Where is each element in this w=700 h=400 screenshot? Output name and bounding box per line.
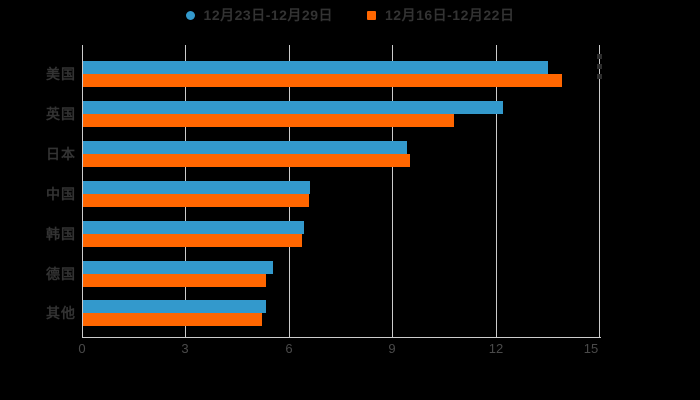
- x-axis-tick: [496, 332, 497, 337]
- legend-item-week2[interactable]: 12月23日-12月29日: [185, 5, 333, 25]
- bar-英国-s1[interactable]: [83, 113, 454, 127]
- bar-美国-s0[interactable]: [83, 61, 549, 74]
- gridline-dash-mark: [597, 74, 602, 79]
- bar-德国-s1[interactable]: [83, 273, 266, 287]
- bar-中国-s0[interactable]: [83, 180, 311, 194]
- bar-日本-s0[interactable]: [83, 140, 407, 154]
- bar-韩国-s1[interactable]: [83, 233, 302, 247]
- legend-label: 12月16日-12月22日: [385, 7, 515, 23]
- x-tick-label: 6: [285, 341, 293, 356]
- legend-item-week1[interactable]: 12月16日-12月22日: [367, 5, 514, 25]
- x-tick-label: 9: [388, 341, 396, 356]
- x-axis-tick: [392, 332, 393, 337]
- gridline-x-9: [392, 45, 393, 337]
- x-axis-line: [82, 337, 601, 338]
- bar-其他-s0[interactable]: [83, 300, 266, 314]
- x-tick-label: 12: [488, 341, 504, 356]
- category-label-韩国: 韩国: [46, 225, 76, 242]
- bar-韩国-s0[interactable]: [83, 220, 304, 234]
- y-axis-line: [82, 45, 83, 337]
- x-axis-tick: [599, 332, 600, 337]
- category-label-日本: 日本: [46, 145, 76, 162]
- bar-日本-s1[interactable]: [83, 153, 411, 167]
- category-label-德国: 德国: [46, 265, 76, 282]
- legend-circle-marker-icon: [185, 10, 195, 20]
- plot-area: [82, 45, 602, 338]
- bar-德国-s0[interactable]: [83, 260, 273, 274]
- category-label-美国: 美国: [46, 66, 76, 82]
- legend-label: 12月23日-12月29日: [203, 7, 333, 23]
- legend: 12月23日-12月29日 12月16日-12月22日: [0, 4, 700, 26]
- gridline-dash-mark: [597, 54, 602, 59]
- x-axis-tick: [185, 332, 186, 337]
- category-label-其他: 其他: [46, 305, 76, 322]
- bar-美国-s1[interactable]: [83, 74, 563, 87]
- category-label-中国: 中国: [46, 185, 76, 202]
- bar-英国-s0[interactable]: [83, 100, 504, 114]
- x-tick-label: 3: [181, 341, 189, 356]
- gridline-dash-mark: [597, 64, 602, 69]
- bar-中国-s1[interactable]: [83, 193, 309, 207]
- legend-square-marker-icon: [367, 10, 376, 20]
- category-label-英国: 英国: [46, 105, 76, 122]
- gridline-x-15: [599, 45, 600, 337]
- x-tick-label: 0: [78, 341, 86, 356]
- gridline-x-12: [496, 45, 497, 337]
- x-axis-tick: [289, 332, 290, 337]
- bar-其他-s1[interactable]: [83, 313, 263, 327]
- x-tick-label: 15: [583, 341, 599, 356]
